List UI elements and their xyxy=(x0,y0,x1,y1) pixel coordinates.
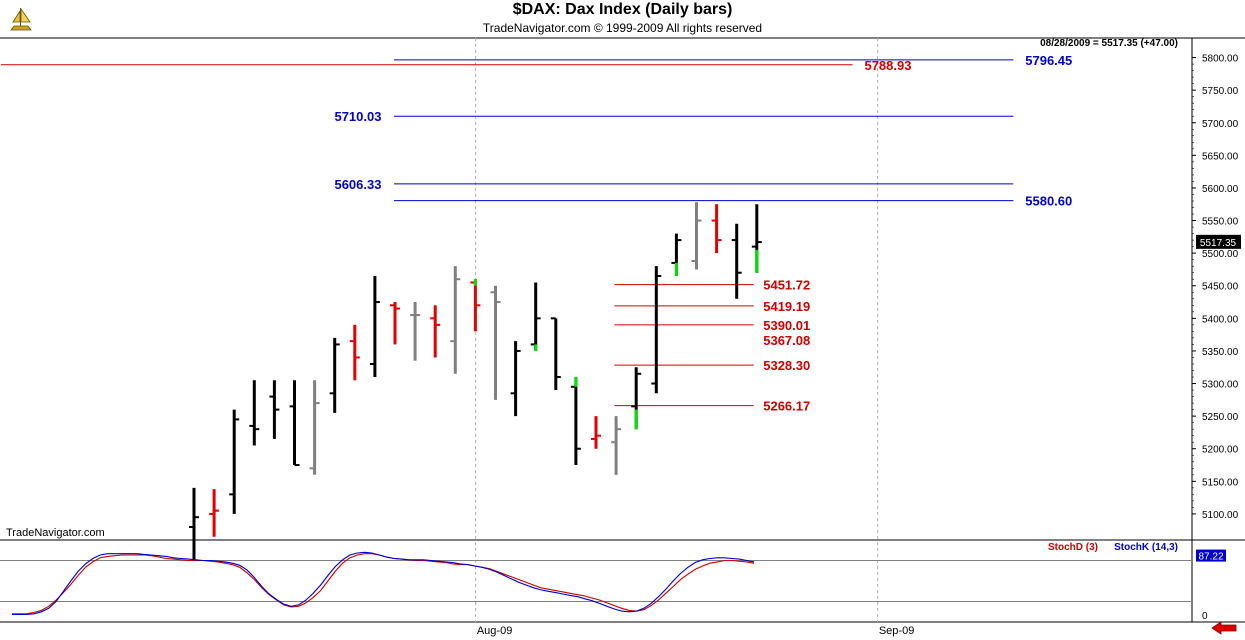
ohlc-bar xyxy=(329,337,340,413)
x-tick-label: Sep-09 xyxy=(879,625,914,637)
level-label: 5328.30 xyxy=(763,358,810,373)
ohlc-bar xyxy=(510,341,521,417)
y-tick-label: 5450.00 xyxy=(1202,282,1239,293)
ohlc-bar xyxy=(611,416,622,475)
level-label: 5796.45 xyxy=(1025,53,1072,68)
level-label: 5788.93 xyxy=(864,58,911,73)
oscillator-tick-label: 0 xyxy=(1202,611,1208,622)
level-label: 5390.01 xyxy=(763,318,810,333)
ohlc-bar xyxy=(591,416,601,449)
level-label: 5419.19 xyxy=(763,299,810,314)
x-tick-label: Aug-09 xyxy=(477,625,512,637)
ohlc-bar xyxy=(490,285,501,400)
y-tick-label: 5600.00 xyxy=(1202,184,1239,195)
legend-stochk: StochK (14,3) xyxy=(1114,542,1178,553)
ohlc-bar xyxy=(651,266,662,394)
oscillator-value-box xyxy=(1196,549,1226,562)
y-tick-label: 5100.00 xyxy=(1202,510,1239,521)
level-label: 5367.08 xyxy=(763,333,810,348)
last-price-label: 5517.35 xyxy=(1200,238,1237,249)
y-tick-label: 5350.00 xyxy=(1202,347,1239,358)
ohlc-bar xyxy=(410,302,421,361)
level-label: 5710.03 xyxy=(334,109,381,124)
plot-background xyxy=(0,38,1245,622)
level-label: 5266.17 xyxy=(763,399,810,414)
y-tick-label: 5550.00 xyxy=(1202,217,1239,228)
y-tick-label: 5200.00 xyxy=(1202,445,1239,456)
level-label: 5451.72 xyxy=(763,278,810,293)
ohlc-bar xyxy=(229,409,240,514)
legend-stochd: StochD (3) xyxy=(1048,542,1098,553)
ohlc-bar xyxy=(711,204,722,254)
level-label: 5606.33 xyxy=(334,177,381,192)
ohlc-bar xyxy=(209,489,220,537)
y-tick-label: 5650.00 xyxy=(1202,151,1239,162)
ohlc-bar xyxy=(691,202,702,270)
ohlc-bar xyxy=(390,302,400,345)
y-tick-label: 5400.00 xyxy=(1202,314,1239,325)
ohlc-bar xyxy=(309,380,320,475)
y-tick-label: 5150.00 xyxy=(1202,477,1239,488)
chart-title: $DAX: Dax Index (Daily bars) xyxy=(512,1,733,18)
ohlc-bar xyxy=(349,324,360,381)
ohlc-bar xyxy=(189,487,199,560)
level-label: 5580.60 xyxy=(1025,194,1072,209)
last-quote-readout: 08/28/2009 = 5517.35 (+47.00) xyxy=(1040,38,1178,49)
last-price-box xyxy=(1196,234,1241,249)
ohlc-bar xyxy=(289,380,300,467)
trade-navigator-logo-icon xyxy=(5,4,37,36)
axis-background xyxy=(1192,38,1245,622)
ohlc-bar xyxy=(369,275,380,378)
ohlc-bar xyxy=(249,380,260,446)
chart-subtitle: TradeNavigator.com © 1999-2009 All right… xyxy=(482,21,763,35)
y-tick-label: 5500.00 xyxy=(1202,249,1239,260)
ohlc-bar xyxy=(450,266,461,374)
oscillator-value-label: 87.22 xyxy=(1198,552,1223,563)
y-tick-label: 5750.00 xyxy=(1202,86,1239,97)
ohlc-bar xyxy=(269,380,280,439)
y-tick-label: 5300.00 xyxy=(1202,380,1239,391)
ohlc-bar xyxy=(731,223,742,299)
watermark: TradeNavigator.com xyxy=(6,527,105,539)
oscillator-series-line xyxy=(12,551,755,616)
ohlc-bar xyxy=(550,317,561,391)
y-tick-label: 5700.00 xyxy=(1202,119,1239,130)
scroll-left-arrow-icon[interactable] xyxy=(1211,621,1237,635)
y-tick-label: 5800.00 xyxy=(1202,54,1239,65)
ohlc-bar xyxy=(430,305,441,358)
y-tick-label: 5250.00 xyxy=(1202,412,1239,423)
